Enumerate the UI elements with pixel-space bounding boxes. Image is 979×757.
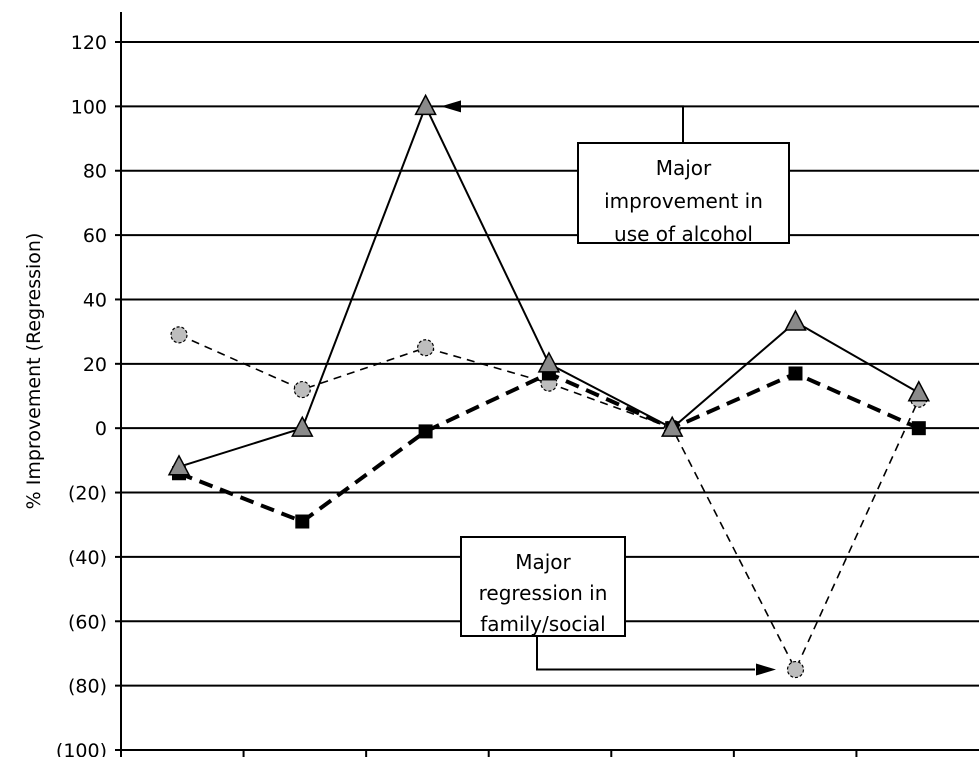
data-point-circle <box>786 660 805 679</box>
x-tick-marks <box>242 750 858 757</box>
data-point-triangle <box>660 415 684 437</box>
annotation-text: Major <box>656 156 712 180</box>
y-tick-label: (20) <box>68 483 107 505</box>
data-point-circle <box>170 326 188 344</box>
y-tick-label: 0 <box>95 418 107 440</box>
y-tick-label: 60 <box>83 225 107 247</box>
y-tick-label: (100) <box>56 740 107 757</box>
annotation-text: use of alcohol <box>614 222 753 246</box>
data-point-square <box>911 421 926 436</box>
data-point-triangle <box>291 415 314 437</box>
arrow-head <box>441 100 461 113</box>
y-axis-label: % Improvement (Regression) <box>23 233 45 510</box>
annotations: Major improvement in use of alcohol Major re… <box>441 100 790 676</box>
data-point-triangle <box>537 351 561 373</box>
y-tick-label: 40 <box>83 289 107 311</box>
data-point-square <box>295 514 310 529</box>
y-tick-label: (40) <box>68 547 107 569</box>
y-tick-label: 120 <box>71 32 107 54</box>
annotation-text: improvement in <box>604 189 763 213</box>
y-tick-label: 100 <box>71 96 107 118</box>
data-point-circle <box>293 380 311 399</box>
annotation-text: Major <box>515 550 571 574</box>
y-tick-label: 80 <box>83 161 107 183</box>
series-line-square <box>178 371 920 524</box>
arrow-head <box>756 663 776 676</box>
series-group <box>167 93 931 679</box>
annotation-box <box>577 142 790 244</box>
arrow-line <box>460 105 684 143</box>
arrow-line <box>536 636 755 671</box>
data-point-triangle <box>907 380 931 402</box>
annotation-box <box>460 536 626 637</box>
data-point-triangle <box>167 454 191 476</box>
data-point-triangle <box>414 93 437 116</box>
y-tick-label: (80) <box>68 676 107 698</box>
data-point-circle <box>417 339 435 357</box>
data-point-triangle <box>784 309 807 331</box>
y-tick-label: 20 <box>83 354 107 376</box>
y-tick-labels: 120 100 80 60 40 20 0 (20) (40) (60) (80) (100) <box>56 32 107 757</box>
annotation-text: family/social <box>480 612 606 636</box>
annotation-text: regression in <box>479 581 608 605</box>
data-point-square <box>788 366 803 381</box>
y-tick-label: (60) <box>68 611 107 633</box>
data-point-square <box>418 424 433 439</box>
series-line-triangle <box>178 103 920 468</box>
